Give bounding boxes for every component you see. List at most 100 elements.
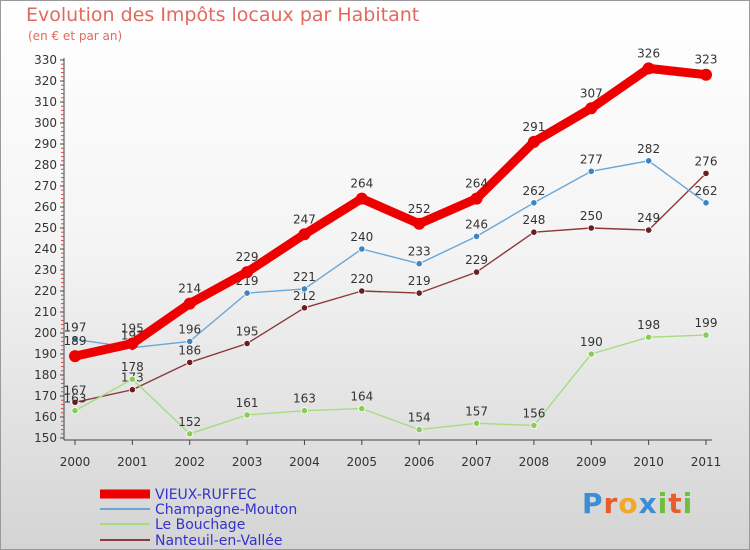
logo-letter: P bbox=[582, 487, 604, 520]
data-label: 291 bbox=[522, 120, 545, 134]
data-point bbox=[587, 350, 595, 358]
data-point bbox=[530, 199, 538, 207]
data-label: 157 bbox=[465, 404, 488, 418]
x-tick-label: 2000 bbox=[60, 455, 91, 469]
x-tick-label: 2001 bbox=[117, 455, 148, 469]
data-label: 282 bbox=[637, 142, 660, 156]
y-tick-label: 240 bbox=[34, 242, 57, 256]
y-tick-label: 170 bbox=[34, 389, 57, 403]
data-label: 163 bbox=[64, 392, 87, 406]
data-point bbox=[128, 386, 136, 394]
data-point bbox=[472, 419, 481, 427]
y-tick-label: 290 bbox=[34, 137, 57, 151]
data-label: 190 bbox=[580, 335, 603, 349]
series-line bbox=[74, 160, 707, 349]
data-point bbox=[413, 217, 426, 230]
y-tick-label: 300 bbox=[34, 116, 57, 130]
data-label: 262 bbox=[522, 184, 545, 198]
data-label: 229 bbox=[236, 250, 259, 264]
data-point bbox=[587, 167, 595, 175]
y-tick-label: 150 bbox=[34, 431, 57, 445]
data-point bbox=[128, 375, 136, 383]
data-point bbox=[355, 192, 368, 205]
logo-letter: i bbox=[657, 487, 669, 520]
y-tick-label: 330 bbox=[34, 53, 57, 67]
logo-letter: i bbox=[682, 487, 694, 520]
data-label: 264 bbox=[465, 177, 488, 191]
data-point bbox=[530, 421, 538, 429]
data-point bbox=[645, 226, 653, 234]
data-label: 221 bbox=[293, 270, 316, 284]
proxiti-logo: Proxiti bbox=[582, 487, 693, 520]
data-label: 229 bbox=[465, 253, 488, 267]
chart-title: Evolution des Impôts locaux par Habitant bbox=[26, 4, 420, 26]
x-tick-label: 2007 bbox=[461, 455, 492, 469]
data-point bbox=[71, 407, 79, 415]
data-label: 247 bbox=[293, 212, 316, 226]
x-tick-label: 2004 bbox=[289, 455, 320, 469]
data-point bbox=[587, 224, 595, 232]
data-label: 307 bbox=[580, 86, 603, 100]
y-tick-label: 160 bbox=[34, 410, 57, 424]
y-tick-label: 210 bbox=[34, 305, 57, 319]
data-point bbox=[300, 304, 309, 312]
x-tick-label: 2006 bbox=[404, 455, 435, 469]
data-point bbox=[300, 285, 309, 293]
x-tick-label: 2002 bbox=[174, 455, 205, 469]
data-label: 154 bbox=[408, 411, 431, 425]
logo-letter: t bbox=[668, 487, 683, 520]
data-point bbox=[702, 199, 710, 207]
y-tick-label: 270 bbox=[34, 179, 57, 193]
data-label: 186 bbox=[178, 343, 201, 357]
y-tick-label: 310 bbox=[34, 95, 57, 109]
data-point bbox=[358, 245, 366, 253]
data-point bbox=[243, 411, 251, 419]
data-point bbox=[186, 358, 194, 366]
data-point bbox=[300, 407, 309, 415]
data-label: 163 bbox=[293, 392, 316, 406]
legend-label: Champagne-Mouton bbox=[155, 502, 297, 518]
y-tick-label: 190 bbox=[34, 347, 57, 361]
data-label: 156 bbox=[522, 406, 545, 420]
data-label: 152 bbox=[178, 415, 201, 429]
data-label: 161 bbox=[236, 396, 259, 410]
data-point bbox=[415, 260, 423, 268]
data-point bbox=[527, 135, 540, 148]
data-label: 212 bbox=[293, 289, 316, 303]
data-label: 252 bbox=[408, 202, 431, 216]
y-tick-label: 180 bbox=[34, 368, 57, 382]
x-tick-label: 2003 bbox=[232, 455, 263, 469]
data-label: 197 bbox=[64, 320, 87, 334]
x-tick-label: 2008 bbox=[519, 455, 550, 469]
x-tick-label: 2011 bbox=[691, 455, 722, 469]
data-point bbox=[243, 339, 251, 348]
data-label: 326 bbox=[637, 46, 660, 60]
logo-letter: o bbox=[618, 487, 639, 520]
legend-label: VIEUX-RUFFEC bbox=[155, 487, 257, 503]
data-point bbox=[472, 268, 481, 276]
legend-label: Le Bouchage bbox=[155, 517, 245, 533]
y-tick-label: 250 bbox=[34, 221, 57, 235]
data-label: 198 bbox=[637, 318, 660, 332]
data-label: 276 bbox=[695, 154, 718, 168]
data-point bbox=[415, 425, 423, 434]
y-tick-label: 220 bbox=[34, 284, 57, 298]
chart-subtitle: (en € et par an) bbox=[28, 29, 123, 43]
data-label: 189 bbox=[64, 334, 87, 348]
data-point bbox=[241, 266, 254, 279]
data-label: 249 bbox=[637, 211, 660, 225]
data-label: 240 bbox=[350, 230, 373, 244]
data-label: 178 bbox=[121, 360, 144, 374]
data-label: 195 bbox=[236, 325, 259, 339]
series-vieux-ruffec: 189 195 214 229 247 264 252 264 291 307 326 323 bbox=[64, 46, 717, 363]
data-point bbox=[645, 157, 653, 165]
y-tick-label: 280 bbox=[34, 158, 57, 172]
series-line bbox=[70, 63, 711, 361]
data-point bbox=[186, 337, 194, 345]
data-point bbox=[358, 404, 366, 413]
data-point bbox=[472, 232, 481, 240]
data-point bbox=[470, 192, 483, 205]
